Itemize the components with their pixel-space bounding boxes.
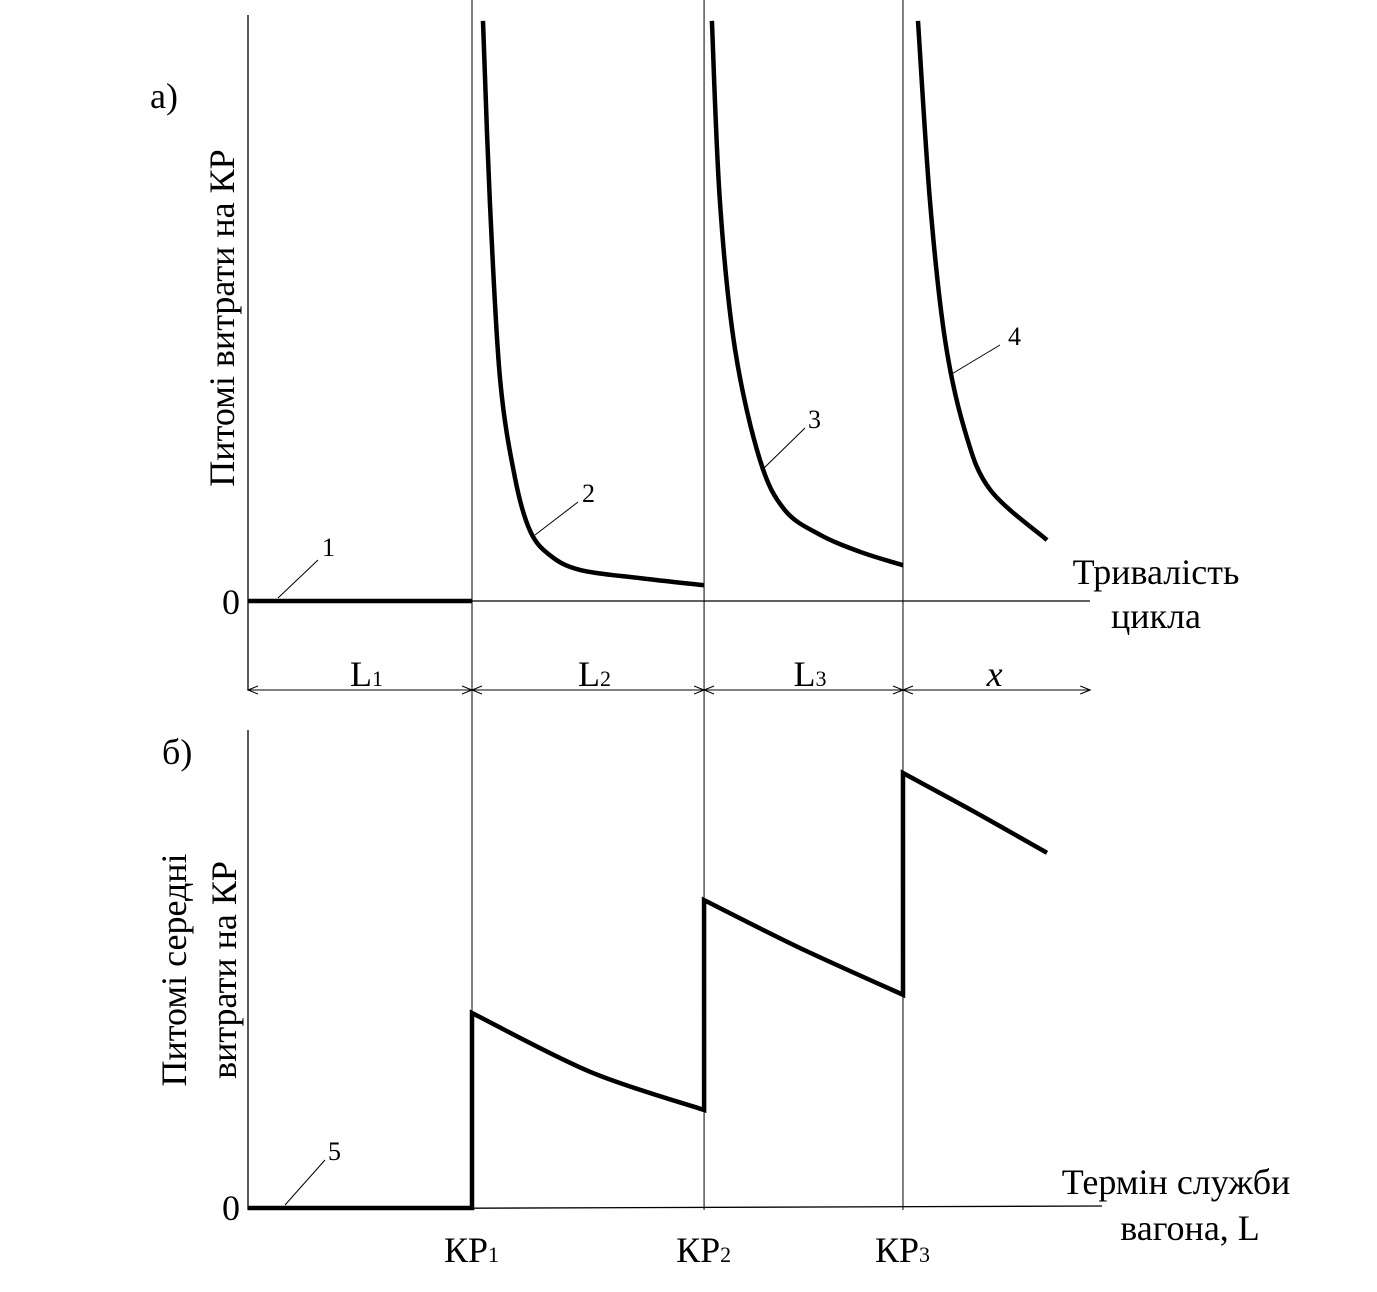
x-tick-subscript: 3: [919, 1242, 930, 1267]
arrowhead: [892, 685, 905, 695]
interval-subscript: 2: [600, 666, 611, 691]
panel-b-ylabel-1: Питомі середні: [154, 853, 194, 1086]
panel-b-label: б): [162, 732, 192, 772]
interval-label: L3: [794, 654, 827, 694]
panel-b-xlabel-1: Термін служби: [1062, 1162, 1291, 1202]
series-4-curve: [915, 20, 1049, 542]
interval-subscript: 3: [816, 666, 827, 691]
series-3-curve: [709, 20, 904, 568]
series-5-label: 5: [328, 1137, 341, 1166]
x-tick-label: КР1: [444, 1230, 499, 1270]
x-tick-label: КР2: [676, 1230, 731, 1270]
arrowhead: [693, 685, 706, 695]
series-5-leader: [284, 1159, 326, 1206]
interval-label: L2: [578, 654, 611, 694]
interval-subscript: 1: [372, 666, 383, 691]
series-1-label: 1: [322, 533, 335, 562]
series-3-label: 3: [808, 405, 821, 434]
series-1-leader: [277, 559, 319, 599]
arrowhead: [1080, 685, 1092, 695]
panel-a-zero: 0: [222, 582, 240, 622]
interval-label: L1: [350, 654, 383, 694]
series-5-curve: [248, 769, 1049, 1211]
arrowhead: [246, 685, 259, 695]
series-4-leader: [949, 344, 1001, 376]
panel-a-label: а): [150, 76, 178, 116]
series-4-label: 4: [1008, 322, 1021, 351]
arrowhead: [461, 685, 474, 695]
x-tick-label: КР3: [875, 1230, 930, 1270]
panel-b-ylabel-2: витрати на КР: [204, 861, 244, 1079]
series-2-label: 2: [582, 479, 595, 508]
interval-label: x: [986, 654, 1003, 694]
x-tick-subscript: 2: [720, 1242, 731, 1267]
panel-a-xlabel-1: Тривалість: [1073, 552, 1240, 592]
x-tick-subscript: 1: [488, 1242, 499, 1267]
series-3-leader: [761, 427, 806, 471]
panel-b-xlabel-2: вагона, L: [1120, 1208, 1260, 1248]
panel-a-ylabel: Питомі витрати на КР: [202, 149, 242, 486]
series-2-curve: [480, 20, 705, 588]
series-2-leader: [534, 501, 579, 536]
panel-b-zero: 0: [222, 1188, 240, 1228]
panel-a-xlabel-2: цикла: [1111, 596, 1201, 636]
